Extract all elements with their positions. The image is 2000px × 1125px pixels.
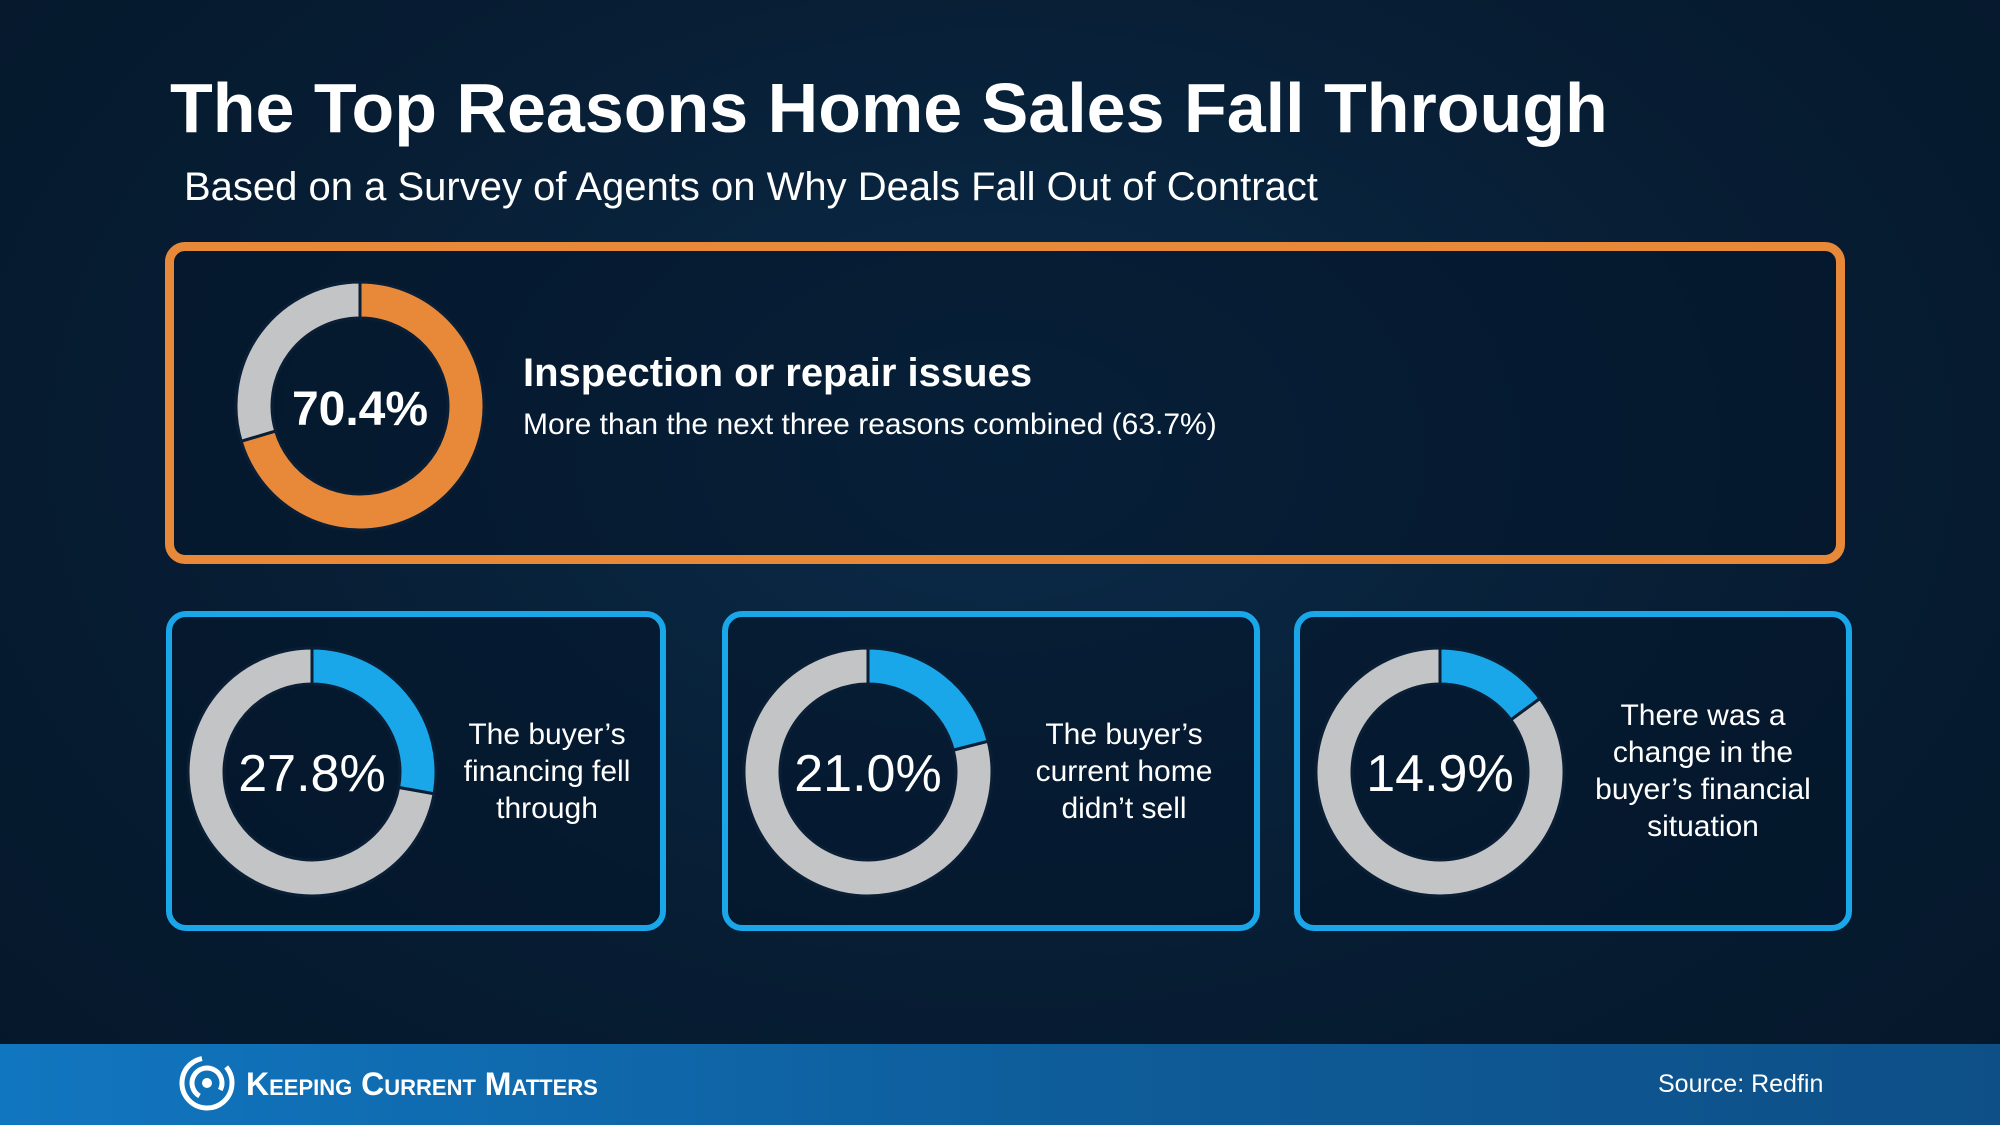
donut-value-slice: [310, 646, 438, 796]
swirl-logo-icon: [179, 1055, 235, 1111]
donut-value-slice: [866, 646, 990, 752]
brand-name: Keeping Current Matters: [246, 1066, 598, 1102]
reason-note-inspection: More than the next three reasons combine…: [523, 408, 1217, 441]
reason-label-home-didnt-sell: The buyer’s current home didn’t sell: [1035, 717, 1213, 825]
donut-chart-inspection: [234, 280, 486, 532]
donut-value-slice: [1438, 646, 1542, 722]
donut-value-slice: [239, 280, 486, 532]
stat-card-home-didnt-sell: 21.0% The buyer’s current home didn’t se…: [722, 611, 1260, 931]
donut-chart-home-didnt-sell: [742, 646, 994, 898]
donut-chart-financing: [186, 646, 438, 898]
reason-label-financial-change: There was a change in the buyer’s financ…: [1595, 699, 1811, 843]
percent-label-home-didnt-sell: 21.0%: [794, 745, 942, 803]
donut-remainder-slice: [742, 646, 994, 898]
donut-chart-financial-change: [1314, 646, 1566, 898]
source-credit: Source: Redfin: [1658, 1070, 1824, 1098]
main-stat-card: 70.4% Inspection or repair issues More t…: [165, 242, 1845, 564]
donut-remainder-slice: [186, 646, 436, 898]
page-subtitle: Based on a Survey of Agents on Why Deals…: [184, 165, 1318, 209]
stat-card-financing: 27.8% The buyer’s financing fell through: [166, 611, 666, 931]
percent-label-inspection: 70.4%: [291, 383, 429, 436]
page-title: The Top Reasons Home Sales Fall Through: [170, 69, 1608, 147]
reason-label-inspection: Inspection or repair issues: [523, 351, 1033, 395]
percent-label-financial-change: 14.9%: [1366, 745, 1514, 803]
donut-remainder-slice: [1314, 646, 1566, 898]
percent-label-financing: 27.8%: [238, 745, 386, 803]
reason-label-financing: The buyer’s financing fell through: [463, 717, 631, 825]
footer-bar: Keeping Current Matters Source: Redfin: [0, 1044, 2000, 1125]
stat-card-financial-change: 14.9% There was a change in the buyer’s …: [1294, 611, 1852, 931]
